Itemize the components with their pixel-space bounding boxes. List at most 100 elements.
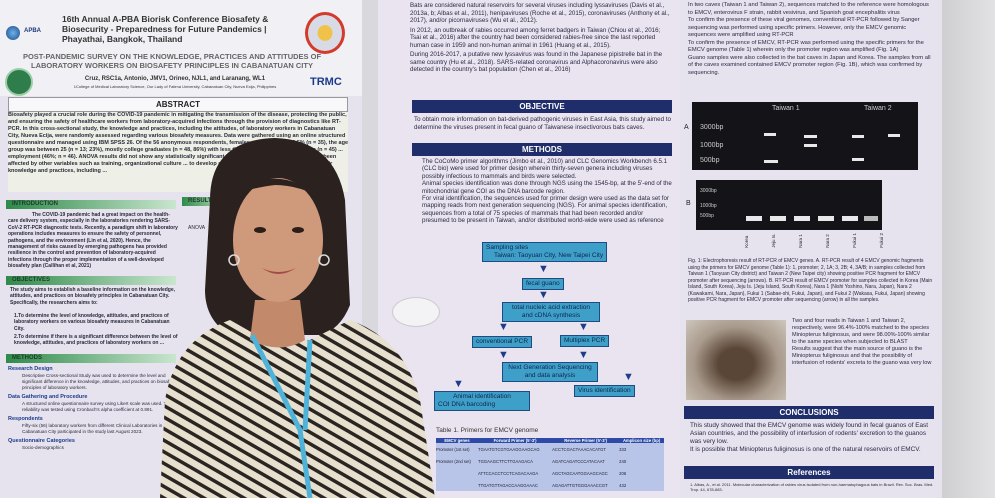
gel-band: [842, 216, 858, 221]
flow-sampling-sites: Sampling sites Taiwan: Taoyuan City, New …: [482, 242, 608, 262]
biohazard-logo: [305, 12, 345, 54]
table-row: Promoter (2nd set) TGGAAGCTTCTTGAAGACA AGA…: [436, 455, 664, 467]
table-cell: TTGATGTTAGACCAAGGAAAC: [478, 482, 538, 488]
methods-bullets: The CoCoMo primer algorithms (Jimbo et a…: [422, 158, 672, 225]
gel-band: [770, 216, 786, 221]
method-item: Data Gathering and Procedure A structured…: [8, 394, 178, 413]
table-row: ATTCCACCTCCTCAGACAAGA AGCTAGCAATGGAAGCAGC…: [436, 467, 664, 479]
table-cell: AGATCAGATCCCATACAAT: [552, 458, 605, 464]
authors: Cruz, RSC1a, Antonio, JMV1, Orineo, NJL1…: [45, 76, 305, 90]
trmc-logo: TRMC: [310, 76, 342, 88]
table-cell: TGGAAGCTTCTTGAAGACA: [478, 458, 533, 464]
bullet: For viral identification, the sequences …: [422, 195, 669, 225]
lane-label: Nara 2: [825, 234, 830, 248]
gel-band: [764, 133, 776, 136]
bullet: Two and four reads in Taiwan 1 and Taiwa…: [792, 318, 930, 345]
eye: [254, 227, 266, 233]
introduction-text: The COVID-19 pandemic had a great impact…: [8, 212, 178, 270]
table-cell: TGAATGTCGTGAAGGAAGCAG: [478, 446, 540, 452]
table-cell: 432: [619, 482, 627, 488]
earring: [318, 254, 330, 266]
arrow-down-icon: ▼: [453, 378, 464, 390]
table-cell: 206: [619, 470, 627, 476]
marker-label: 1000bp: [700, 203, 717, 209]
table-cell: 240: [619, 458, 627, 464]
methods-list: Research Design Descriptive Cross-section…: [8, 366, 178, 451]
table-header: Amplicon size (bp): [622, 438, 661, 443]
table-header-row: EMCV genes Forward Primer (5'-3') Reverse …: [436, 438, 664, 443]
table-header: Reverse Primer (5'-3'): [564, 438, 608, 443]
abstract-heading: ABSTRACT: [8, 97, 348, 112]
lanyard: [249, 333, 313, 498]
gel-band: [746, 216, 762, 221]
lane-label: Korea: [744, 235, 749, 248]
intro-bullets: Bats are considered natural reservoirs f…: [410, 2, 672, 74]
bullet: This study showed that the EMCV genome w…: [690, 422, 929, 445]
bullet: Results suggest that the main source of …: [792, 346, 932, 366]
method-title: Data Gathering and Procedure: [8, 394, 88, 400]
conference-title: 16th Annual A-PBA Biorisk Conference Bio…: [62, 14, 269, 44]
method-text: Descriptive Cross-sectional Study was us…: [22, 373, 176, 390]
arrow-down-icon: ▼: [538, 263, 549, 275]
lane-label: Nara 1: [798, 234, 803, 248]
bat-photo: [686, 320, 786, 400]
flow-animal-identification: Animal identification COI DNA barcoding: [434, 391, 530, 411]
lane-group-label: Taiwan 2: [864, 105, 892, 112]
table-cell: AGCTAGCAATGGAAGCAGC: [552, 470, 608, 476]
lane-label: Fukui 1: [852, 233, 857, 248]
table-row: TTGATGTTAGACCAAGGAAAC AGAGATTGTGGGAAACCGT…: [436, 479, 664, 491]
animal-title: Animal identification: [453, 393, 511, 400]
references-heading: References: [684, 466, 934, 479]
arrow-down-icon: ▼: [623, 371, 634, 383]
gel-lane-labels: Korea Jeju Is. Nara 1 Nara 2 Fukui 1 Fuk…: [744, 233, 884, 248]
apba-logo: [6, 26, 20, 40]
method-text: Socio-demographics: [22, 445, 64, 450]
arrow-down-icon: ▼: [538, 289, 549, 301]
flow-conventional-pcr: conventional PCR: [472, 336, 533, 348]
method-item: Questionnaire Categories Socio-demographi…: [8, 438, 178, 451]
earring: [228, 254, 240, 266]
panel-label: B: [686, 200, 691, 207]
marker-label: 1000bp: [700, 142, 724, 149]
gel-band: [794, 216, 810, 221]
bullet: It is possible that Miniopterus fuligino…: [690, 446, 921, 453]
method-title: Questionnaire Categories: [8, 438, 75, 444]
method-title: Research Design: [8, 366, 53, 372]
table-header: EMCV genes: [444, 438, 470, 443]
flow-extraction: total nucleic acid extraction and cDNA s…: [502, 302, 600, 322]
table-cell: ACCTCGACTAAACACATGT: [552, 446, 606, 452]
sampling-item: Taiwan: Taoyuan City, New Taipei City: [494, 252, 604, 259]
bullet: During 2016-2017, a putative new lyssavi…: [410, 51, 663, 73]
marker-label: 500bp: [700, 213, 714, 219]
bullet: In two caves (Taiwan 1 and Taiwan 2), se…: [688, 2, 929, 16]
right-poster: In two caves (Taiwan 1 and Taiwan 2), se…: [680, 0, 942, 498]
bullet: Guano samples were also collected in the…: [688, 54, 931, 76]
mouth: [262, 268, 296, 274]
gel-band: [888, 134, 900, 137]
table-cell: AGAGATTGTGGGAAACCGT: [552, 482, 608, 488]
objective-heading: OBJECTIVE: [412, 100, 672, 113]
conclusions-heading: CONCLUSIONS: [684, 406, 934, 419]
sampling-title: Sampling sites: [486, 244, 529, 251]
bullet: Bats are considered natural reservoirs f…: [410, 2, 670, 24]
bullet: In 2012, an outbreak of rabies occurred …: [410, 26, 661, 49]
table-cell: Promoter (2nd set): [436, 458, 471, 464]
objective-item: 1.To determine the level of knowledge, a…: [14, 313, 170, 332]
figure-caption: Fig. 1: Electrophoresis result of RT-PCR…: [688, 258, 933, 303]
gel-image-a: A Taiwan 1 Taiwan 2 3000bp 1000bp 500bp: [684, 102, 918, 170]
objective-item: 2.To determine if there is a significant…: [14, 334, 178, 347]
lane-group-label: Taiwan 1: [772, 105, 800, 112]
authors-text: Cruz, RSC1a, Antonio, JMV1, Orineo, NJL1…: [84, 76, 266, 82]
flow-multiplex-pcr: Multiplex PCR: [560, 335, 610, 347]
gel-band: [852, 158, 864, 161]
flow-fecal-guano: fecal guano: [522, 278, 564, 290]
results-text: ANOVA: [188, 225, 206, 231]
animal-item: COI DNA barcoding: [438, 401, 496, 408]
arrow-down-icon: ▼: [498, 349, 509, 361]
table-header: Forward Primer (5'-3'): [493, 438, 537, 443]
blouse: [160, 320, 435, 498]
results-bullets: In two caves (Taiwan 1 and Taiwan 2), se…: [688, 2, 934, 77]
middle-poster: Bats are considered natural reservoirs f…: [378, 0, 680, 498]
objectives-heading: OBJECTIVES: [6, 276, 176, 285]
gel-band: [818, 216, 834, 221]
